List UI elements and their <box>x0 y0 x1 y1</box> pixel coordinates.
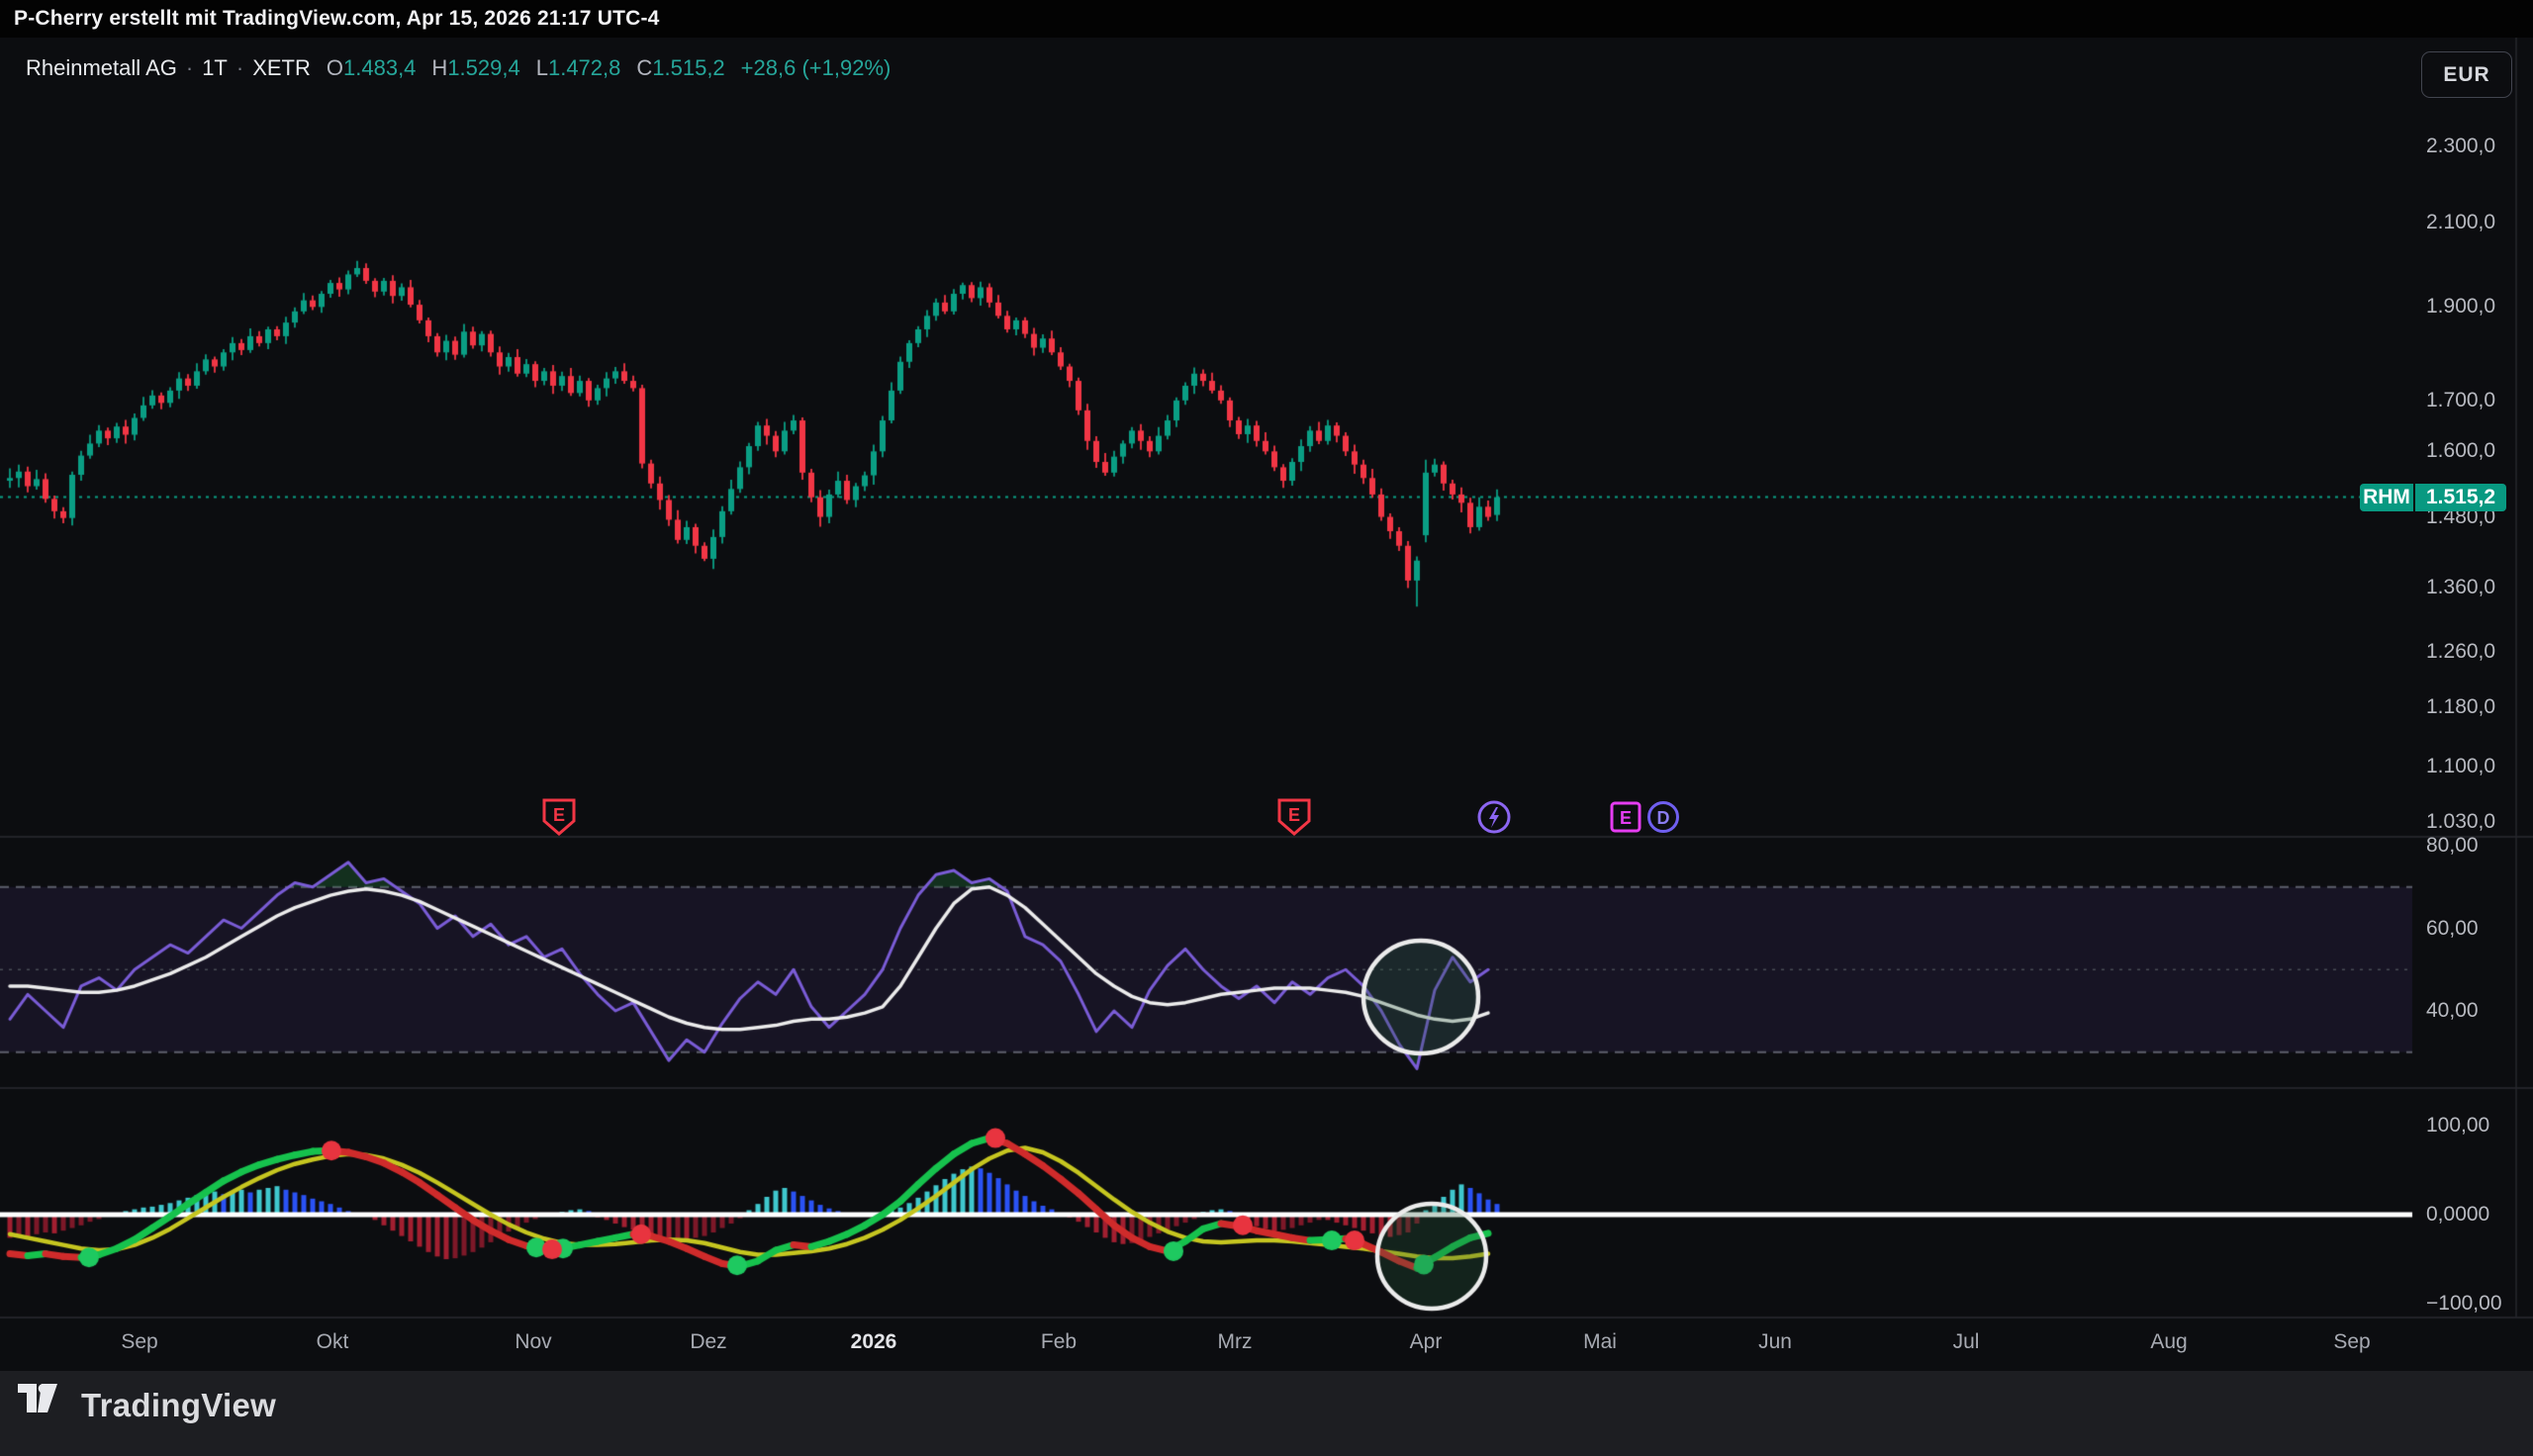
month-label-sep: Sep <box>2333 1330 2371 1353</box>
month-label-mrz: Mrz <box>1217 1330 1253 1353</box>
low-label: L <box>535 55 548 80</box>
symbol-legend: Rheinmetall AG · 1T · XETR O1.483,4 H1.529,4 L1… <box>26 55 891 81</box>
price-tick: 2.300,0 <box>2426 135 2496 157</box>
chart-header: P-Cherry erstellt mit TradingView.com, A… <box>0 0 2533 38</box>
low-value: 1.472,8 <box>547 55 621 80</box>
rsi-tick: 40,00 <box>2426 999 2479 1022</box>
price-tick: 1.180,0 <box>2426 695 2496 719</box>
svg-text:E: E <box>1620 808 1632 828</box>
time-axis[interactable]: Sep Okt Nov Dez 2026 Feb Mrz Apr Mai Jun Jul Aug Sep <box>0 1318 2533 1371</box>
timeframe[interactable]: 1T <box>202 55 228 80</box>
svg-text:D: D <box>1657 808 1670 828</box>
month-label-feb: Feb <box>1040 1330 1078 1353</box>
month-label-dez: Dez <box>690 1330 727 1353</box>
month-label-jun: Jun <box>1758 1330 1792 1353</box>
chart-header-title: P-Cherry erstellt mit TradingView.com, A… <box>14 7 660 30</box>
close-value: 1.515,2 <box>652 55 725 80</box>
month-label-apr: Apr <box>1409 1330 1443 1353</box>
macd-tick: −100,00 <box>2426 1292 2502 1315</box>
legend-separator-2: · <box>235 55 244 80</box>
price-tick: 1.030,0 <box>2426 809 2496 833</box>
last-price-tag: RHM 1.515,2 <box>2360 484 2506 511</box>
change-value: +28,6 (+1,92%) <box>740 55 891 80</box>
dividend-event-icon[interactable]: D <box>1644 797 1682 837</box>
exchange: XETR <box>252 55 311 80</box>
price-tick: 1.900,0 <box>2426 295 2496 318</box>
month-label-2026: 2026 <box>850 1330 897 1353</box>
flash-event-icon[interactable] <box>1475 797 1513 837</box>
month-label-jul: Jul <box>1952 1330 1980 1353</box>
footer-bar: TradingView <box>0 1371 2533 1456</box>
rsi-tick: 60,00 <box>2426 916 2479 940</box>
earnings-icon[interactable]: E <box>540 797 578 837</box>
last-price-symbol: RHM <box>2360 484 2415 511</box>
rsi-tick: 80,00 <box>2426 834 2479 857</box>
brand-name[interactable]: TradingView <box>81 1387 277 1423</box>
svg-text:E: E <box>553 805 565 825</box>
open-value: 1.483,4 <box>343 55 417 80</box>
earnings-icon[interactable]: E <box>1275 797 1313 837</box>
earnings-event-icon[interactable]: E <box>1608 797 1645 837</box>
price-tick: 1.700,0 <box>2426 388 2496 411</box>
month-label-mai: Mai <box>1583 1330 1617 1353</box>
price-tick: 1.260,0 <box>2426 640 2496 664</box>
open-label: O <box>326 55 344 80</box>
high-label: H <box>431 55 448 80</box>
month-label-aug: Aug <box>2150 1330 2188 1353</box>
tradingview-logo-icon[interactable] <box>18 1381 69 1420</box>
symbol-name[interactable]: Rheinmetall AG <box>26 55 177 80</box>
legend-separator: · <box>185 55 194 80</box>
price-tick: 1.100,0 <box>2426 754 2496 777</box>
currency-button[interactable]: EUR <box>2421 51 2512 98</box>
price-tick: 1.600,0 <box>2426 439 2496 463</box>
high-value: 1.529,4 <box>447 55 520 80</box>
macd-tick: 0,0000 <box>2426 1203 2490 1226</box>
last-price-value: 1.515,2 <box>2415 484 2506 511</box>
close-label: C <box>636 55 653 80</box>
svg-text:E: E <box>1288 805 1300 825</box>
price-tick: 1.360,0 <box>2426 576 2496 599</box>
month-label-sep: Sep <box>121 1330 158 1353</box>
price-axis[interactable]: 2.300,0 2.100,0 1.900,0 1.700,0 1.600,0 1.480… <box>2412 38 2533 1318</box>
price-tick: 2.100,0 <box>2426 211 2496 234</box>
month-label-okt: Okt <box>316 1330 349 1353</box>
month-label-nov: Nov <box>515 1330 552 1353</box>
macd-tick: 100,00 <box>2426 1114 2490 1137</box>
